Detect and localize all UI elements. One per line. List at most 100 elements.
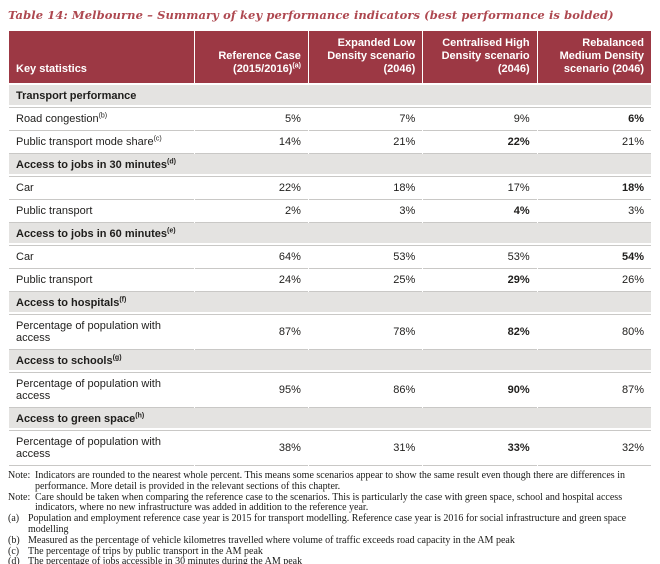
footnote-marker: (a)	[292, 62, 301, 70]
cell-text: Reference Case (2015/2016)	[218, 50, 301, 75]
note-tag: (b)	[8, 534, 20, 546]
row-label: Car	[9, 246, 194, 269]
note-tag: (c)	[8, 545, 20, 557]
value-cell-best: 18%	[537, 177, 651, 200]
value-cell: 87%	[537, 373, 651, 408]
value-cell: 9%	[423, 108, 537, 131]
footnote-marker: (e)	[167, 227, 176, 235]
cell-text: Car	[16, 182, 34, 194]
value-cell-best: 54%	[537, 246, 651, 269]
value-cell: 80%	[537, 315, 651, 350]
section-heading: Access to schools(g)	[9, 350, 651, 373]
row-label: Percentage of population with access	[9, 431, 194, 466]
column-header-scenario: Expanded Low Density scenario (2046)	[308, 31, 423, 85]
cell-text: Percentage of population with access	[16, 320, 161, 344]
cell-text: Public transport	[16, 274, 93, 286]
row-label: Road congestion(b)	[9, 108, 194, 131]
value-cell: 2%	[194, 200, 308, 223]
section-row: Access to jobs in 30 minutes(d)	[9, 154, 651, 177]
note-paragraph: Note: Indicators are rounded to the neare…	[8, 470, 656, 493]
table-row: Public transport 2% 3% 4% 3%	[9, 200, 651, 223]
note-paragraph: Note: Care should be taken when comparing…	[8, 491, 656, 515]
row-label: Public transport	[9, 200, 194, 223]
column-header-key-statistics: Key statistics	[9, 31, 194, 85]
value-cell: 14%	[194, 131, 308, 154]
value-cell-best: 33%	[423, 431, 537, 466]
footnote-item: (b) Measured as the percentage of vehicle…	[8, 534, 656, 547]
cell-text: Access to green space	[16, 413, 136, 425]
footnote-item: (c) The percentage of trips by public tra…	[8, 545, 656, 558]
row-label: Percentage of population with access	[9, 315, 194, 350]
value-cell-best: 90%	[423, 373, 537, 408]
value-cell: 25%	[308, 269, 423, 292]
footnote-marker: (c)	[153, 135, 162, 143]
row-label: Percentage of population with access	[9, 373, 194, 408]
value-cell: 26%	[537, 269, 651, 292]
value-cell: 38%	[194, 431, 308, 466]
value-cell: 86%	[308, 373, 423, 408]
footnote-item: (a) Population and employment reference c…	[8, 513, 656, 536]
column-header-scenario: Centralised High Density scenario (2046)	[423, 31, 537, 85]
cell-text: Centralised High Density scenario (2046)	[441, 37, 530, 75]
value-cell: 95%	[194, 373, 308, 408]
footnote-marker: (g)	[112, 354, 122, 362]
value-cell: 32%	[537, 431, 651, 466]
cell-text: Expanded Low Density scenario (2046)	[327, 37, 416, 75]
note-tag: (a)	[8, 513, 20, 525]
note-text: Care should be taken when comparing the …	[35, 491, 623, 514]
value-cell: 17%	[423, 177, 537, 200]
value-cell-best: 6%	[537, 108, 651, 131]
column-header-scenario: Reference Case (2015/2016)(a)	[194, 31, 308, 85]
value-cell: 5%	[194, 108, 308, 131]
value-cell: 31%	[308, 431, 423, 466]
footnote-marker: (f)	[119, 296, 127, 304]
table-row: Road congestion(b) 5% 7% 9% 6%	[9, 108, 651, 131]
table-row: Percentage of population with access 87% 7…	[9, 315, 651, 350]
table-row: Percentage of population with access 38% 3…	[9, 431, 651, 466]
cell-text: Public transport	[16, 205, 93, 217]
value-cell: 3%	[537, 200, 651, 223]
section-row: Access to green space(h)	[9, 408, 651, 431]
section-row: Transport performance	[9, 85, 651, 108]
cell-text: Car	[16, 251, 34, 263]
value-cell: 64%	[194, 246, 308, 269]
table-row: Percentage of population with access 95% 8…	[9, 373, 651, 408]
cell-text: Road congestion	[16, 113, 99, 125]
row-label: Car	[9, 177, 194, 200]
note-text: The percentage of trips by public transp…	[28, 545, 263, 557]
footnote-marker: (h)	[135, 412, 145, 420]
cell-text: Public transport mode share	[16, 136, 154, 148]
table-row: Car 64% 53% 53% 54%	[9, 246, 651, 269]
value-cell: 22%	[194, 177, 308, 200]
footnote-item: (d) The percentage of jobs accessible in …	[8, 556, 656, 564]
value-cell-best: 82%	[423, 315, 537, 350]
cell-text: Percentage of population with access	[16, 378, 161, 402]
cell-text: Access to jobs in 30 minutes	[16, 159, 167, 171]
note-text: Population and employment reference case…	[28, 513, 627, 535]
row-label: Public transport mode share(c)	[9, 131, 194, 154]
value-cell: 53%	[423, 246, 537, 269]
cell-text: Transport performance	[16, 90, 137, 102]
note-text: The percentage of jobs accessible in 30 …	[28, 556, 303, 564]
value-cell: 78%	[308, 315, 423, 350]
value-cell: 21%	[537, 131, 651, 154]
cell-text: Access to jobs in 60 minutes	[16, 228, 167, 240]
table-notes: Note: Indicators are rounded to the neare…	[8, 470, 656, 564]
value-cell: 7%	[308, 108, 423, 131]
value-cell: 53%	[308, 246, 423, 269]
section-row: Access to hospitals(f)	[9, 292, 651, 315]
table-row: Car 22% 18% 17% 18%	[9, 177, 651, 200]
value-cell: 3%	[308, 200, 423, 223]
kpi-table: Key statistics Reference Case (2015/2016)…	[8, 31, 652, 466]
cell-text: Rebalanced Medium Density scenario (2046…	[559, 37, 644, 75]
note-text: Indicators are rounded to the nearest wh…	[35, 470, 625, 492]
section-heading: Transport performance	[9, 85, 651, 108]
value-cell: 24%	[194, 269, 308, 292]
note-tag: (d)	[8, 556, 20, 564]
cell-text: Access to hospitals	[16, 297, 120, 309]
section-heading: Access to hospitals(f)	[9, 292, 651, 315]
footnote-marker: (b)	[98, 112, 108, 120]
table-row: Public transport mode share(c) 14% 21% 22% 2…	[9, 131, 651, 154]
value-cell: 18%	[308, 177, 423, 200]
